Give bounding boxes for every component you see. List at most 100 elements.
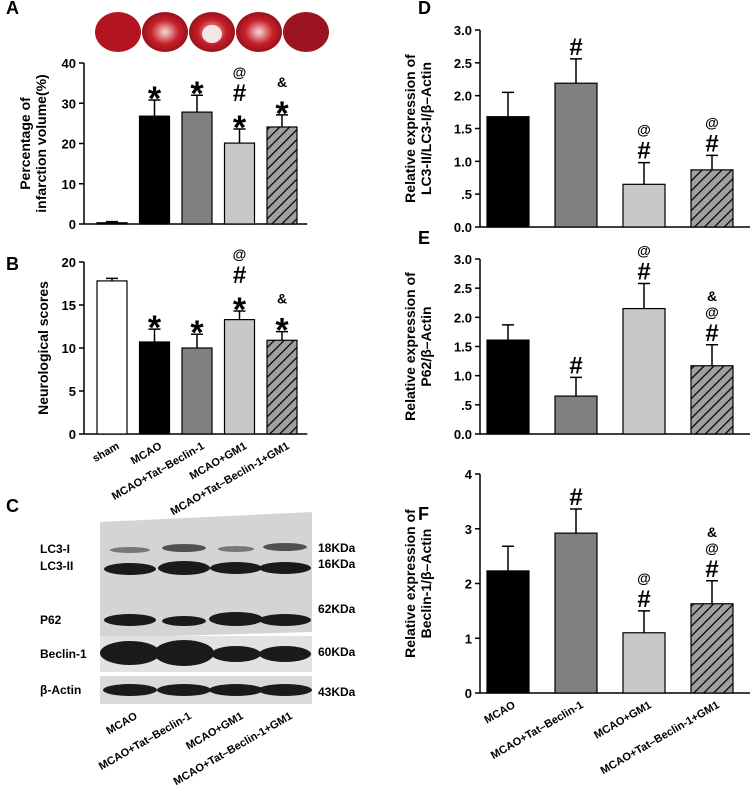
band-label: Beclin-1: [40, 647, 87, 661]
bar: [266, 126, 298, 225]
significance-mark: *: [190, 75, 204, 113]
size-label: 62KDa: [318, 602, 356, 616]
panel-label: E: [418, 228, 430, 248]
x-tick-label: MCAO+Tat–Beclin-1+GM1: [599, 699, 722, 777]
y-tick-label: 3: [465, 522, 472, 537]
error-bar: [570, 58, 582, 84]
y-axis-label: Neurological scores: [35, 281, 51, 415]
brain-slices: [95, 12, 329, 52]
significance-mark: #: [705, 130, 718, 157]
significance-mark: &: [277, 74, 287, 90]
error-bar: [233, 310, 246, 320]
bar: [690, 603, 734, 694]
error-bar: [502, 545, 514, 571]
significance-mark: #: [233, 80, 246, 107]
significance-mark: @: [705, 114, 719, 130]
lane-label: MCAO: [104, 710, 139, 737]
error-bar: [706, 344, 718, 366]
y-tick-label: .5: [461, 398, 472, 413]
error-bar: [502, 91, 514, 117]
x-tick-label: sham: [91, 440, 122, 465]
y-tick-label: 2.5: [454, 281, 472, 296]
bar: [690, 365, 734, 435]
significance-mark: #: [637, 259, 650, 286]
bar: [486, 339, 530, 435]
significance-mark: &: [707, 524, 717, 540]
error-bar: [191, 94, 203, 113]
band-label: P62: [40, 613, 62, 627]
bar: [486, 570, 530, 694]
bar: [96, 280, 128, 435]
significance-mark: @: [705, 304, 719, 320]
significance-mark: @: [233, 246, 247, 262]
band-label: β-Actin: [40, 683, 81, 697]
error-bar: [570, 376, 582, 397]
bar: [554, 395, 598, 435]
error-bar: [106, 277, 118, 281]
significance-mark: *: [148, 309, 162, 347]
significance-mark: *: [190, 314, 204, 352]
blot-image: [100, 512, 312, 704]
bar: [622, 307, 666, 435]
size-label: 18KDa: [318, 541, 356, 555]
error-bar: [191, 333, 203, 348]
significance-mark: *: [233, 109, 247, 147]
y-tick-label: 40: [62, 56, 76, 71]
y-tick-label: 1.0: [454, 154, 472, 169]
x-tick-label: MCAO+GM1: [592, 699, 653, 741]
bar: [181, 111, 213, 225]
error-bar: [233, 128, 246, 144]
y-axis-label: infarction volume(%): [33, 74, 49, 212]
size-label: 43KDa: [318, 685, 356, 699]
lane-label: MCAO+Tat–Beclin-1: [97, 710, 194, 773]
size-label: 60KDa: [318, 645, 356, 659]
significance-mark: @: [233, 64, 247, 80]
y-axis-label: Percentage of: [17, 97, 33, 190]
y-tick-label: 1.0: [454, 369, 472, 384]
panel-label: D: [418, 0, 431, 18]
y-tick-label: 3.0: [454, 23, 472, 38]
y-tick-label: 2.5: [454, 56, 472, 71]
y-tick-label: 4: [465, 467, 473, 482]
y-tick-label: 0.0: [454, 427, 472, 442]
y-axis-label: P62/β–Actin: [418, 306, 434, 386]
y-tick-label: 15: [62, 298, 76, 313]
bar: [486, 116, 530, 228]
y-tick-label: 0: [69, 427, 76, 442]
y-tick-label: 5: [69, 384, 76, 399]
y-tick-label: 1.5: [454, 122, 472, 137]
bar: [622, 632, 666, 694]
panel-label: C: [6, 496, 19, 516]
significance-mark: *: [148, 80, 162, 118]
y-axis-label: LC3-II/LC3-I/β–Actin: [418, 62, 434, 195]
y-tick-label: 10: [62, 177, 76, 192]
significance-mark: #: [569, 484, 582, 511]
bar: [690, 169, 734, 228]
y-tick-label: 1: [465, 631, 472, 646]
y-axis-label: Beclin-1/β–Actin: [418, 529, 434, 639]
size-label: 16KDa: [318, 557, 356, 571]
error-bar: [638, 161, 650, 185]
y-tick-label: 30: [62, 96, 76, 111]
error-bar: [106, 220, 118, 223]
bar: [554, 532, 598, 694]
y-tick-label: 10: [62, 341, 76, 356]
bar: [554, 82, 598, 228]
significance-mark: #: [637, 586, 650, 613]
bar: [138, 341, 171, 435]
error-bar: [638, 610, 650, 633]
significance-mark: #: [569, 34, 582, 61]
significance-mark: @: [637, 243, 651, 259]
y-tick-label: 3.0: [454, 252, 472, 267]
panel-label: A: [6, 0, 19, 18]
bar: [96, 222, 128, 225]
band-label: LC3-I: [40, 542, 70, 556]
bar: [181, 347, 213, 435]
bar: [138, 115, 171, 225]
significance-mark: #: [569, 352, 582, 379]
y-tick-label: 2: [465, 577, 472, 592]
significance-mark: #: [233, 262, 246, 289]
y-tick-label: 20: [62, 255, 76, 270]
error-bar: [706, 580, 718, 604]
band-label: LC3-II: [40, 559, 73, 573]
